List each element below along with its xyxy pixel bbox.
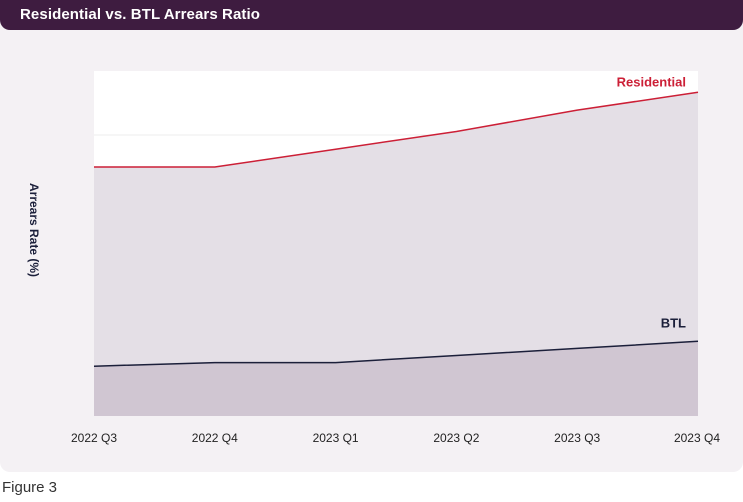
residential-label: Residential	[617, 74, 686, 89]
x-tick-label: 2022 Q4	[192, 431, 238, 445]
x-tick-label: 2023 Q1	[313, 431, 359, 445]
chart-title: Residential vs. BTL Arrears Ratio	[20, 6, 261, 23]
residential-area	[94, 92, 698, 417]
btl-area	[94, 341, 698, 416]
figure-caption: Figure 3	[2, 479, 58, 496]
plot-area: Residential BTL 2022 Q3 2022 Q4 2023 Q1 2023 …	[71, 71, 720, 445]
y-axis-label: Arrears Rate (%)	[27, 183, 41, 277]
btl-line	[93, 340, 699, 367]
chart-header: Residential vs. BTL Arrears Ratio	[0, 0, 743, 30]
x-tick-label: 2022 Q3	[71, 431, 117, 445]
chart-svg: Residential BTL 2022 Q3 2022 Q4 2023 Q1 2023 …	[27, 71, 720, 445]
btl-label: BTL	[661, 315, 686, 330]
x-tick-label: 2023 Q3	[554, 431, 600, 445]
residential-line	[94, 91, 699, 168]
x-tick-label: 2023 Q2	[433, 431, 479, 445]
x-tick-label: 2023 Q4	[674, 431, 720, 445]
